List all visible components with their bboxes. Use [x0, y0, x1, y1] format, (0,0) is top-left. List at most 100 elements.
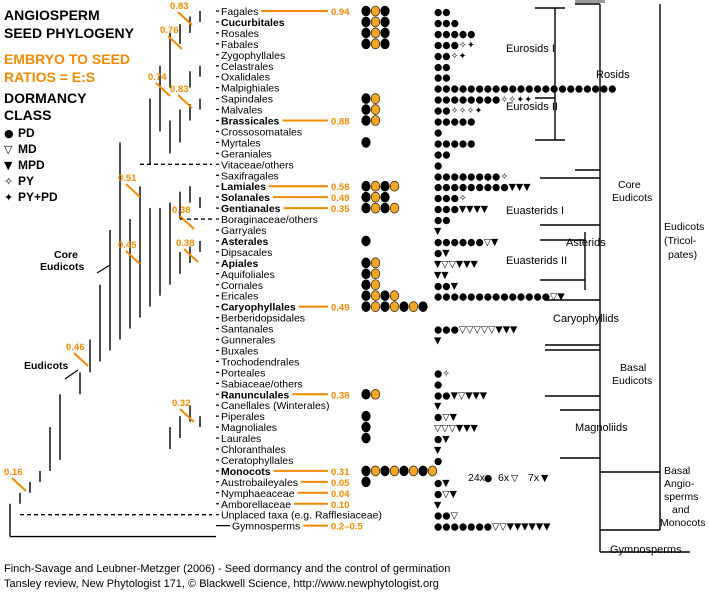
clade-brackets: Eurosids I Rosids Eurosids II Euasterids…: [506, 0, 706, 556]
dormancy-symbols: ●●●●●: [434, 138, 475, 149]
taxon-ratio: 0.04: [331, 489, 350, 500]
monocot-count-md: 6x: [498, 472, 510, 484]
taxon-label: Chloranthales: [221, 444, 286, 456]
seed-icon: [370, 388, 381, 400]
seed-icon: [380, 290, 390, 302]
taxon-label: Trochodendrales: [221, 356, 299, 368]
taxon-label: Gentianales: [221, 203, 281, 215]
taxon-label: Sabiaceae/others: [221, 378, 303, 390]
seed-icon: [370, 202, 381, 214]
taxon-label: Dipsacales: [221, 247, 272, 259]
node-ratios: 0.830.760.740.830.510.380.45 0.380.460.32…: [4, 1, 199, 492]
taxon-label: Solanales: [221, 192, 270, 204]
taxon-ratio: 0.05: [331, 478, 350, 489]
seed-icon: [370, 27, 381, 39]
taxon-label: Berberidopsidales: [221, 313, 305, 325]
seed-icon: [361, 235, 371, 247]
seed-icon: [361, 301, 371, 312]
taxon-label: Malpighiales: [221, 83, 279, 95]
taxon-label: Zygophyllales: [221, 50, 285, 62]
asterids-lines: [540, 232, 586, 290]
taxon-label: Ranunculales: [221, 389, 289, 401]
taxon-label: Nymphaeaceae: [221, 488, 295, 500]
taxon-ratio: 0.58: [331, 182, 350, 193]
clade-eudicots: pates): [668, 249, 697, 261]
seed-icon: [361, 180, 371, 192]
taxon-label: Cornales: [221, 280, 263, 292]
taxon-label: Caryophyllales: [221, 302, 296, 314]
dormancy-symbols: ●●: [434, 62, 451, 73]
dormancy-symbols: ●●●✧: [434, 193, 467, 204]
taxon-label: Fagales: [221, 6, 258, 18]
taxon-label: Sapindales: [221, 94, 273, 106]
dormancy-symbols: ●●●✧✦: [434, 40, 475, 51]
title-line2: SEED PHYLOGENY: [4, 25, 135, 41]
euasterid1-lines: [540, 177, 600, 226]
taxon-label: Lamiales: [221, 181, 266, 193]
dormancy-symbols: ●▽▼: [434, 489, 458, 500]
dormancy-symbols: ●●✧✧✧✦: [434, 106, 482, 117]
seed-icon: [380, 5, 390, 17]
seed-icon: [380, 16, 390, 28]
clade-eudicots: (Tricol-: [664, 235, 697, 247]
seed-icon: [370, 268, 381, 280]
node-arrow: [73, 352, 89, 367]
taxon-label: Laurales: [221, 433, 261, 445]
seed-icon: [427, 465, 438, 477]
seed-icon: [361, 476, 371, 488]
seed-icon: [370, 104, 381, 115]
taxon-label: Aquifoliales: [221, 269, 275, 281]
seed-icon: [361, 27, 371, 39]
dormancy-symbols: ▼: [434, 336, 442, 347]
node-arrow: [167, 35, 183, 50]
seed-icon: [370, 465, 381, 477]
core-eudicots-arrow: [96, 264, 111, 274]
node-arrow: [179, 408, 195, 423]
dormancy-symbols: ●✧: [434, 368, 450, 379]
dormancy-symbols: ●▼: [434, 248, 450, 259]
dormancy-symbols: ●: [434, 127, 442, 138]
taxon-label: Porteales: [221, 367, 265, 379]
clade-rosids: Rosids: [596, 69, 630, 81]
legend-symbol: ▼: [4, 159, 13, 172]
taxon-ratio: 0.94: [331, 7, 350, 18]
seed-icon: [361, 104, 371, 115]
legend-label: PY: [18, 174, 34, 188]
seed-icon: [370, 5, 381, 17]
dormancy-symbols: ●●●●●: [434, 29, 475, 40]
dormancy-symbols: ●▼: [434, 434, 450, 445]
seed-icon: [361, 5, 371, 17]
clade-lines: [535, 3, 690, 553]
seed-icon: [370, 257, 381, 269]
node-arrow: [177, 11, 193, 26]
taxon-label: Malvales: [221, 105, 262, 117]
seed-icon: [361, 279, 371, 291]
clade-euasterids1: Euasterids I: [506, 205, 564, 217]
rosids-bracket: [554, 7, 565, 141]
taxa-rows: Fagales 0.94 ●●Cucurbitales ●●●Rosales ●●●●●…: [221, 5, 616, 533]
clade-core-eudicots: Core: [618, 179, 641, 191]
basal-angio-lines: [600, 471, 690, 553]
dormancy-symbols: ●●: [434, 73, 451, 84]
basal-eudicots-lines: [545, 349, 600, 397]
node-ratio: 0.38: [172, 205, 191, 216]
seed-icon: [361, 268, 371, 280]
taxon-label: Geraniales: [221, 148, 272, 160]
seed-icon: [370, 180, 381, 192]
clade-core-eudicots: Eudicots: [612, 192, 652, 204]
seed-icon: [361, 137, 371, 148]
node-ratio: 0.16: [4, 467, 23, 478]
dormancy-symbols: ●●●●●: [434, 117, 475, 128]
seed-icon: [361, 93, 371, 104]
monocot-dormancy-counts: 24x ● 6x ▽ 7x ▼: [468, 472, 549, 484]
top-edge-marker: [575, 0, 605, 3]
clade-basal-angio: Monocots: [660, 517, 706, 529]
seed-icon: [380, 191, 390, 203]
taxon-ratio: 0.2–0.5: [331, 522, 363, 533]
seed-icon: [361, 202, 371, 214]
taxon-ratio: 0.49: [331, 303, 350, 314]
seed-icon: [370, 16, 381, 28]
subtitle-line2: RATIOS = E:S: [4, 69, 95, 85]
seed-icon: [418, 301, 428, 312]
